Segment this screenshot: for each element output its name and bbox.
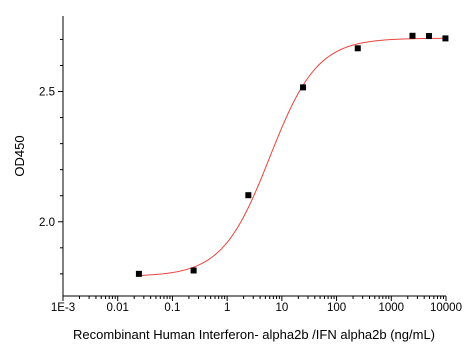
x-tick-label: 10 <box>275 302 288 314</box>
y-axis-label: OD450 <box>12 135 27 176</box>
x-ticks: 1E-3 0.01 0.1 1 10 100 1000 10000 <box>51 296 462 314</box>
data-point <box>190 267 197 274</box>
data-point <box>354 45 361 52</box>
data-point <box>300 84 307 91</box>
x-tick-label: 1 <box>224 302 230 314</box>
x-tick-label: 10000 <box>430 302 462 314</box>
data-point <box>409 32 416 39</box>
y-tick-label: 2.5 <box>39 87 55 99</box>
data-point <box>135 270 142 277</box>
data-point <box>442 35 449 42</box>
x-tick-label: 0.1 <box>164 302 180 314</box>
x-tick-label: 100 <box>327 302 346 314</box>
data-points <box>135 32 449 277</box>
data-point <box>245 192 252 199</box>
x-axis-label: Recombinant Human Interferon- alpha2b /I… <box>73 327 435 342</box>
x-tick-label: 1E-3 <box>51 302 75 314</box>
axes <box>62 16 446 297</box>
y-tick-label: 2.0 <box>39 217 55 229</box>
y-ticks: 2.0 2.5 <box>39 38 63 275</box>
data-point <box>425 33 432 40</box>
x-tick-label: 0.01 <box>107 302 129 314</box>
x-tick-label: 1000 <box>378 302 404 314</box>
fit-curve <box>138 37 446 276</box>
